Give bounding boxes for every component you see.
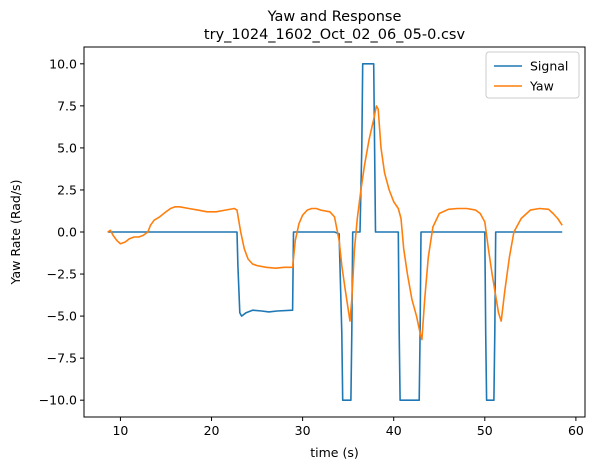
y-tick-label: −10.0 [39,393,77,408]
series-line-signal [107,62,563,402]
y-tick-label: 0.0 [57,225,77,240]
y-tick-label: 5.0 [57,140,77,155]
x-tick-label: 50 [477,423,493,438]
chart-title-line-2: try_1024_1602_Oct_02_06_05-0.csv [204,27,466,43]
y-axis-label: Yaw Rate (Rad/s) [8,180,23,286]
series-line-yaw [107,105,563,341]
y-tick-label: 2.5 [57,182,77,197]
y-axis-ticks: −10.0 −7.5 −5.0 −2.5 0.0 2.5 5.0 7.5 10.0 [39,56,84,408]
x-tick-label: 40 [386,423,402,438]
x-tick-label: 60 [568,423,584,438]
y-tick-label: 10.0 [49,56,77,71]
y-tick-label: −5.0 [47,309,77,324]
legend-label-signal: Signal [530,59,568,74]
x-tick-label: 20 [204,423,220,438]
chart-title-line-1: Yaw and Response [267,9,402,25]
legend: Signal Yaw [485,51,580,99]
x-axis-label: time (s) [310,445,358,460]
x-axis-ticks: 10 20 30 40 50 60 [112,417,584,438]
series-layer [107,62,563,402]
x-tick-label: 30 [295,423,311,438]
y-tick-label: −2.5 [47,267,77,282]
legend-label-yaw: Yaw [529,79,554,94]
x-tick-label: 10 [112,423,128,438]
y-tick-label: −7.5 [47,351,77,366]
chart-title: Yaw and Response try_1024_1602_Oct_02_06… [204,9,466,43]
y-tick-label: 7.5 [57,98,77,113]
